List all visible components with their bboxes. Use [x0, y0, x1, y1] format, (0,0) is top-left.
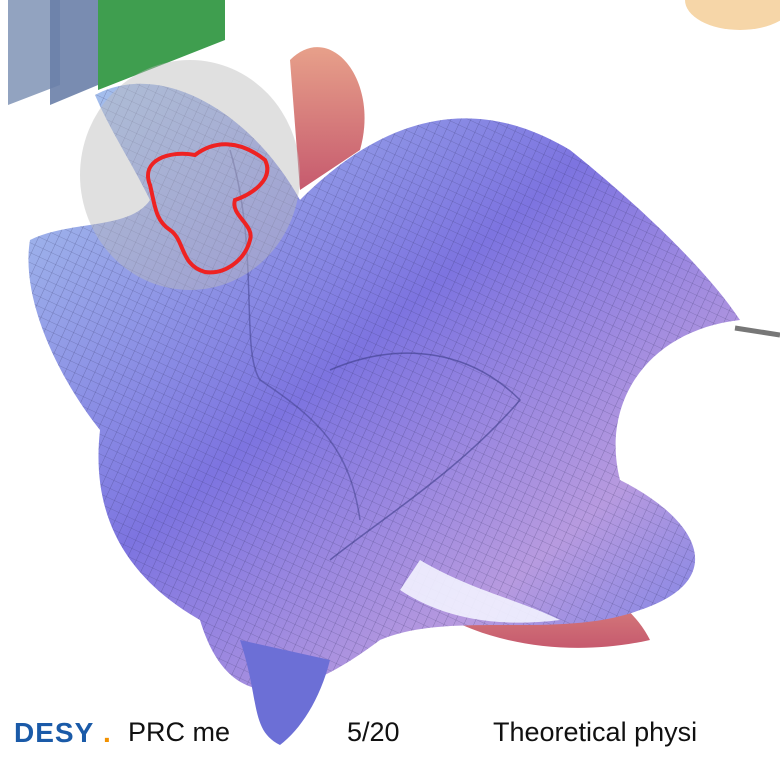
footer-text: PRC me: [128, 717, 230, 747]
logo-dot: .: [103, 717, 111, 748]
deco-blob: [685, 0, 780, 30]
logo: DESY: [14, 717, 94, 748]
footer-text: 5/20: [347, 717, 400, 747]
page: DESY . PRC me 5/20 Theoretical physi (()…: [0, 0, 780, 758]
footer-text: Theoretical physi: [493, 717, 697, 747]
slide: DESY . PRC me 5/20 Theoretical physi: [0, 0, 780, 758]
connector: [735, 328, 780, 335]
